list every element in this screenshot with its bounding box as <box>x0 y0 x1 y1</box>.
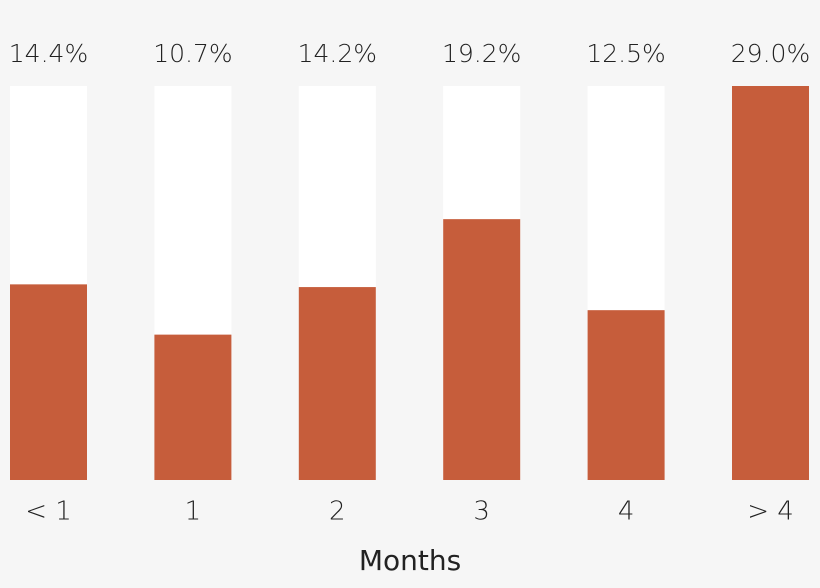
value-label: 19.2% <box>442 39 521 68</box>
bar <box>10 284 87 480</box>
x-tick-label: 4 <box>618 497 635 527</box>
x-tick-label: < 1 <box>25 497 72 527</box>
x-tick-label: 3 <box>473 497 490 527</box>
bar <box>298 287 376 480</box>
x-axis-label: Months <box>359 544 461 577</box>
bar <box>587 310 665 480</box>
value-label: 10.7% <box>153 39 232 68</box>
bar <box>732 86 809 480</box>
bar <box>443 219 521 480</box>
value-label: 12.5% <box>586 39 665 68</box>
value-label: 14.4% <box>9 39 88 68</box>
x-tick-label: > 4 <box>747 497 794 527</box>
x-tick-label: 2 <box>329 497 346 527</box>
x-tick-label: 1 <box>185 497 202 527</box>
value-label: 29.0% <box>731 39 810 68</box>
value-label: 14.2% <box>298 39 377 68</box>
bar <box>154 334 232 480</box>
